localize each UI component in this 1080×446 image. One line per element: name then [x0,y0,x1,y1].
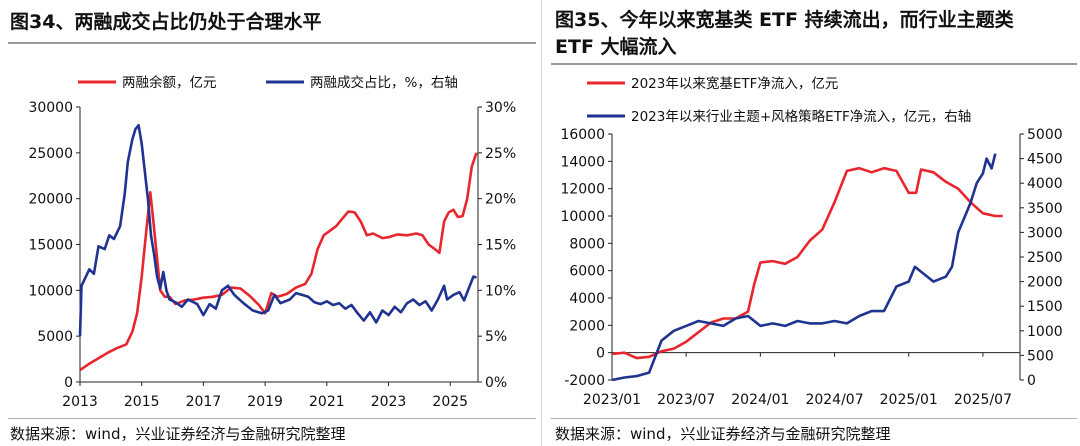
left-chart-ytick-left-label-6: 30000 [28,100,73,116]
right-chart-ytick-right-label-3: 1500 [1027,299,1063,315]
right-chart: 2023年以来宽基ETF净流入，亿元 2023年以来行业主题+风格策略ETF净流入… [560,75,1063,408]
right-chart-ytick-left-label-4: 6000 [569,264,605,280]
panel-divider [541,0,542,446]
left-chart-xtick-label-3: 2019 [247,394,283,410]
left-chart-xtick-label-1: 2015 [124,394,160,410]
left-chart-ytick-left-label-4: 20000 [28,192,73,208]
right-chart-legend-label-0: 2023年以来宽基ETF净流入，亿元 [631,75,838,92]
right-chart-ytick-left-label-3: 4000 [569,291,605,307]
right-chart-title-line1: 图35、今年以来宽基类 ETF 持续流出，而行业主题类 [555,9,1014,31]
right-chart-title-line2: ETF 大幅流入 [555,36,677,58]
right-panel: 图35、今年以来宽基类 ETF 持续流出，而行业主题类 ETF 大幅流入 202… [545,0,1080,446]
right-chart-xtick-label-1: 2023/07 [657,392,715,408]
left-chart-ytick-left-label-2: 10000 [28,283,73,299]
right-chart-xtick-label-3: 2024/07 [805,392,863,408]
left-chart-ytick-right-label-5: 25% [485,146,516,162]
left-chart-ytick-left-label-5: 25000 [28,146,73,162]
left-chart-xtick-label-4: 2021 [309,394,345,410]
right-chart-ytick-right-label-8: 4000 [1027,176,1063,192]
right-chart-series-line-0 [611,166,1003,360]
right-chart-ytick-right-label-9: 4500 [1027,152,1063,168]
right-chart-ytick-right-label-5: 2500 [1027,250,1063,266]
left-source-rule [8,418,536,419]
left-chart-ytick-left-label-0: 0 [64,375,73,391]
right-chart-xtick-label-2: 2024/01 [731,392,789,408]
left-chart-ytick-right-label-4: 20% [485,192,516,208]
right-chart-series-line-1 [611,153,997,382]
right-chart-ytick-left-label-0: -2000 [564,373,605,389]
left-chart-ytick-right-label-2: 10% [485,283,516,299]
left-chart-title: 图34、两融成交占比仍处于合理水平 [10,11,322,33]
right-chart-xtick-label-5: 2025/07 [954,392,1012,408]
left-chart-series-line-1 [78,124,477,337]
right-chart-ytick-left-label-1: 0 [596,346,605,362]
right-source-rule [551,418,1077,419]
left-chart-xtick-label-2: 2017 [186,394,222,410]
left-chart: 两融余额，亿元 两融成交占比，%，右轴 0 5000 10000 15000 20000 25… [28,74,516,410]
right-chart-ytick-right-label-10: 5000 [1027,127,1063,143]
left-chart-xtick-label-5: 2023 [371,394,407,410]
right-chart-ytick-right-label-7: 3500 [1027,201,1063,217]
right-chart-ytick-left-label-9: 16000 [560,127,605,143]
left-chart-xtick-label-6: 2025 [432,394,468,410]
right-chart-xtick-label-0: 2023/01 [583,392,641,408]
left-title-rule [8,42,536,44]
left-chart-ytick-right-label-1: 5% [485,329,507,345]
left-chart-ytick-right-label-0: 0% [485,375,507,391]
right-chart-ytick-left-label-8: 14000 [560,154,605,170]
left-chart-ytick-right-label-3: 15% [485,238,516,254]
right-source-text: 数据来源：wind，兴业证券经济与金融研究院整理 [555,425,891,443]
left-chart-legend-label-0: 两融余额，亿元 [122,74,217,91]
left-chart-ytick-right-label-6: 30% [485,100,516,116]
right-chart-ytick-right-label-2: 1000 [1027,324,1063,340]
left-panel: 图34、两融成交占比仍处于合理水平 两融余额，亿元 两融成交占比，%，右轴 0 500… [8,11,536,443]
right-chart-xtick-label-4: 2025/01 [880,392,938,408]
right-chart-ytick-right-label-0: 0 [1027,373,1036,389]
left-source-text: 数据来源：wind，兴业证券经济与金融研究院整理 [10,425,346,443]
left-chart-series-line-0 [79,152,478,372]
right-chart-legend-label-1: 2023年以来行业主题+风格策略ETF净流入，亿元，右轴 [631,108,971,125]
right-chart-ytick-left-label-2: 2000 [569,318,605,334]
right-chart-ytick-left-label-7: 12000 [560,182,605,198]
right-chart-ytick-right-label-4: 2000 [1027,275,1063,291]
left-chart-legend-label-1: 两融成交占比，%，右轴 [310,74,458,91]
left-chart-xtick-label-0: 2013 [62,394,98,410]
right-chart-ytick-left-label-6: 10000 [560,209,605,225]
right-chart-ytick-left-label-5: 8000 [569,236,605,252]
right-chart-ytick-right-label-6: 3000 [1027,225,1063,241]
right-title-rule [551,63,1077,65]
left-chart-ytick-left-label-1: 5000 [37,329,73,345]
left-chart-ytick-left-label-3: 15000 [28,238,73,254]
right-chart-ytick-right-label-1: 500 [1027,348,1054,364]
